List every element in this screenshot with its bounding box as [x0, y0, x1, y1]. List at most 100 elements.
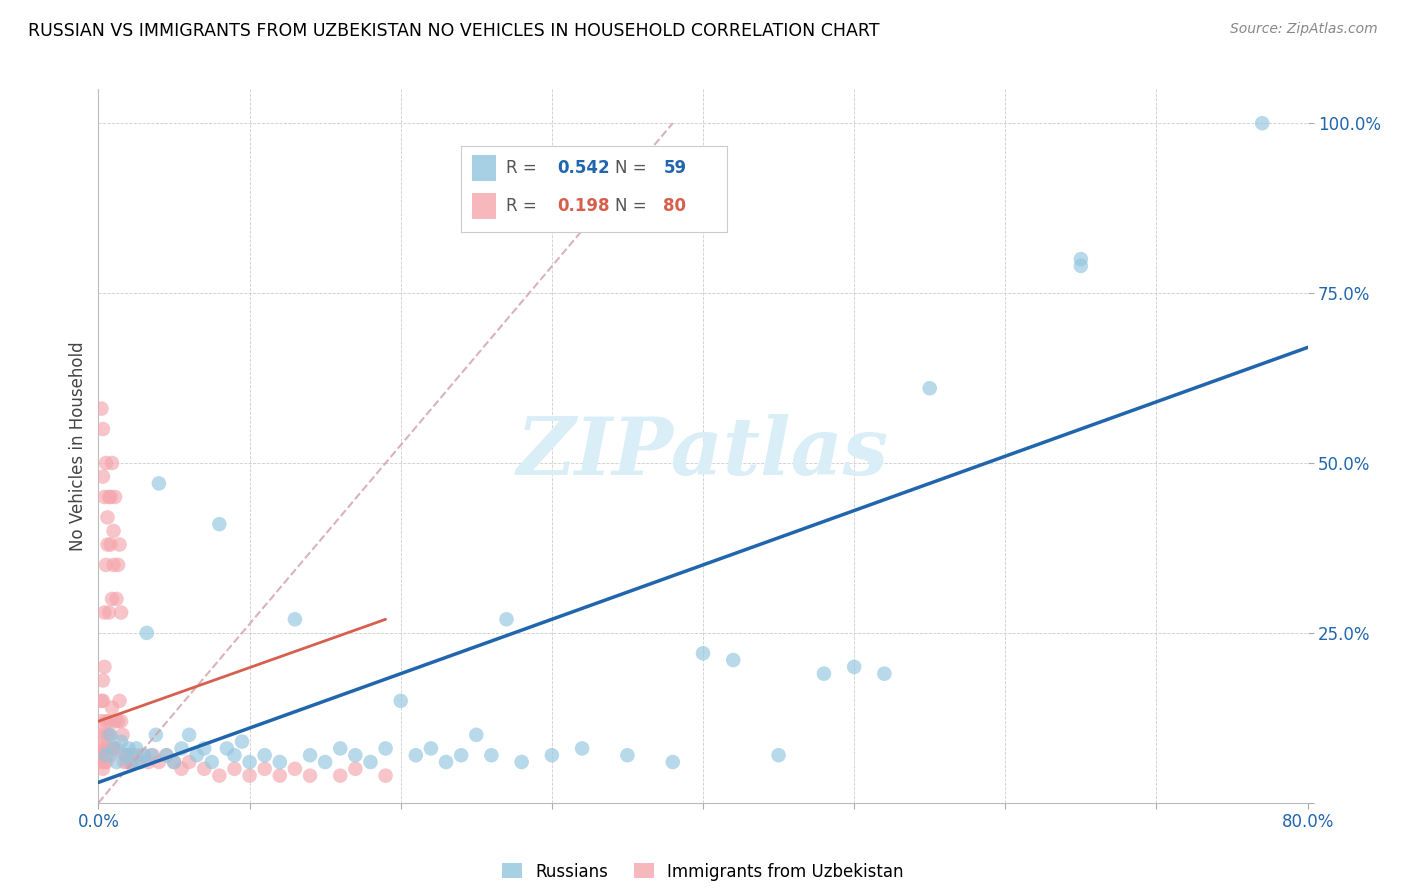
Point: [101, 456, 124, 470]
Point: [105, 755, 128, 769]
Text: ZIPatlas: ZIPatlas: [517, 415, 889, 491]
Point: [93, 490, 115, 504]
Point: [107, 558, 129, 572]
Point: [329, 769, 352, 783]
Point: [110, 714, 132, 729]
Point: [118, 748, 141, 763]
Point: [450, 748, 472, 763]
Point: [122, 755, 145, 769]
Point: [89, 728, 111, 742]
Legend: Russians, Immigrants from Uzbekistan: Russians, Immigrants from Uzbekistan: [496, 856, 910, 888]
Point: [100, 748, 122, 763]
Point: [844, 660, 866, 674]
Point: [721, 653, 744, 667]
Point: [495, 612, 517, 626]
Point: [405, 748, 427, 763]
Point: [135, 626, 157, 640]
Point: [101, 591, 124, 606]
Point: [110, 606, 132, 620]
Point: [112, 755, 135, 769]
Point: [231, 734, 253, 748]
Point: [177, 755, 201, 769]
Point: [91, 741, 114, 756]
Point: [128, 755, 150, 769]
Point: [768, 748, 790, 763]
Point: [93, 755, 115, 769]
Point: [481, 748, 503, 763]
Point: [103, 741, 125, 756]
Text: N =: N =: [616, 197, 652, 215]
Point: [374, 741, 396, 756]
Text: 0.198: 0.198: [557, 197, 609, 215]
Point: [111, 728, 134, 742]
Point: [253, 748, 276, 763]
Text: R =: R =: [506, 197, 543, 215]
Point: [215, 741, 238, 756]
Point: [96, 537, 118, 551]
Point: [90, 741, 112, 756]
Point: [91, 469, 114, 483]
Point: [193, 741, 215, 756]
Point: [136, 755, 159, 769]
Point: [103, 741, 125, 756]
Point: [90, 401, 112, 416]
Point: [101, 700, 124, 714]
Point: [105, 591, 128, 606]
Bar: [472, 155, 496, 180]
Point: [110, 734, 132, 748]
Point: [224, 762, 246, 776]
Point: [208, 769, 231, 783]
Point: [299, 769, 322, 783]
Point: [105, 741, 128, 756]
Point: [120, 755, 142, 769]
Point: [90, 714, 112, 729]
Point: [93, 660, 115, 674]
Point: [94, 748, 117, 763]
Point: [96, 510, 118, 524]
Point: [193, 762, 215, 776]
Point: [1251, 116, 1274, 130]
Point: [510, 755, 533, 769]
Point: [208, 517, 231, 532]
Point: [89, 748, 111, 763]
Point: [141, 748, 163, 763]
Point: [344, 762, 367, 776]
Point: [98, 606, 121, 620]
Text: RUSSIAN VS IMMIGRANTS FROM UZBEKISTAN NO VEHICLES IN HOUSEHOLD CORRELATION CHART: RUSSIAN VS IMMIGRANTS FROM UZBEKISTAN NO…: [28, 22, 880, 40]
Point: [100, 741, 122, 756]
Point: [94, 558, 117, 572]
Point: [284, 612, 307, 626]
Point: [107, 714, 129, 729]
Point: [148, 755, 170, 769]
Point: [239, 769, 262, 783]
Point: [91, 673, 114, 688]
Point: [155, 748, 177, 763]
Point: [571, 741, 593, 756]
Point: [98, 714, 121, 729]
Text: 0.542: 0.542: [557, 159, 610, 177]
Point: [129, 755, 152, 769]
Point: [132, 748, 155, 763]
Point: [94, 741, 117, 756]
Point: [94, 714, 117, 729]
Point: [148, 476, 170, 491]
Y-axis label: No Vehicles in Household: No Vehicles in Household: [69, 341, 87, 551]
Point: [314, 755, 336, 769]
Point: [186, 748, 208, 763]
Point: [465, 728, 488, 742]
Point: [98, 490, 121, 504]
Point: [90, 755, 112, 769]
Point: [132, 748, 155, 763]
Point: [374, 769, 396, 783]
Point: [100, 490, 122, 504]
Point: [108, 694, 131, 708]
Point: [163, 755, 186, 769]
Point: [239, 755, 262, 769]
Point: [540, 748, 562, 763]
Point: [692, 646, 714, 660]
Point: [98, 728, 121, 742]
Point: [103, 558, 125, 572]
Point: [145, 728, 167, 742]
Point: [813, 666, 835, 681]
Text: Source: ZipAtlas.com: Source: ZipAtlas.com: [1230, 22, 1378, 37]
